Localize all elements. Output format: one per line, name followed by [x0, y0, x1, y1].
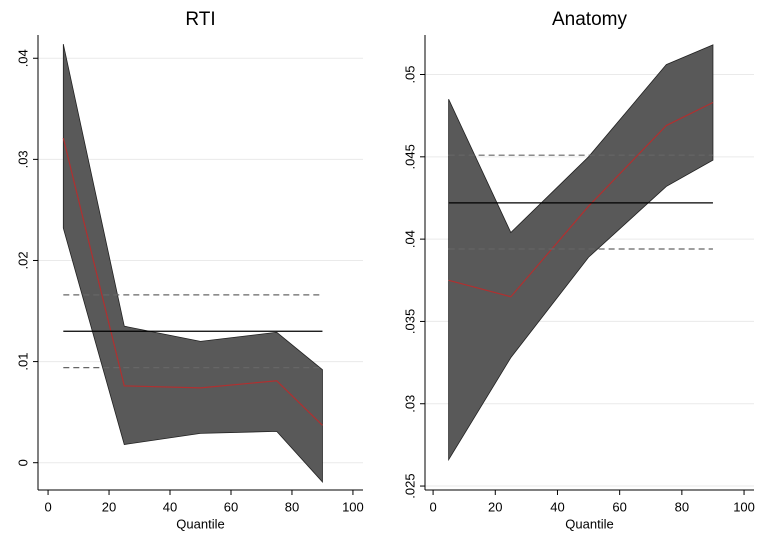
x-tick-label: 0: [44, 499, 51, 514]
x-tick-label: 20: [102, 499, 116, 514]
x-axis-label: Quantile: [176, 516, 224, 531]
y-tick-label: .03: [402, 395, 417, 413]
y-tick-label: .01: [15, 353, 30, 371]
x-tick-label: 100: [342, 499, 364, 514]
y-tick-label: .03: [15, 150, 30, 168]
panel-title: Anatomy: [552, 9, 627, 30]
confidence-band: [62, 44, 323, 483]
y-tick-label: .035: [402, 309, 417, 334]
y-tick-label: .04: [402, 230, 417, 248]
y-tick-label: .025: [402, 473, 417, 498]
y-tick-label: .02: [15, 251, 30, 269]
y-tick-label: .05: [402, 65, 417, 83]
y-tick-label: .04: [15, 49, 30, 67]
x-tick-label: 40: [550, 499, 564, 514]
x-tick-label: 40: [163, 499, 177, 514]
x-tick-label: 0: [429, 499, 436, 514]
confidence-band: [448, 44, 714, 462]
x-tick-label: 60: [224, 499, 238, 514]
x-tick-label: 80: [675, 499, 689, 514]
x-tick-label: 80: [285, 499, 299, 514]
x-axis-label: Quantile: [565, 516, 613, 531]
x-tick-label: 60: [612, 499, 626, 514]
y-tick-label: .045: [402, 144, 417, 169]
panel-title: RTI: [185, 9, 215, 30]
x-tick-label: 100: [733, 499, 755, 514]
quantile-estimate: [62, 137, 323, 426]
quantile-estimate: [448, 101, 714, 298]
y-tick-label: 0: [15, 459, 30, 466]
x-tick-label: 20: [488, 499, 502, 514]
